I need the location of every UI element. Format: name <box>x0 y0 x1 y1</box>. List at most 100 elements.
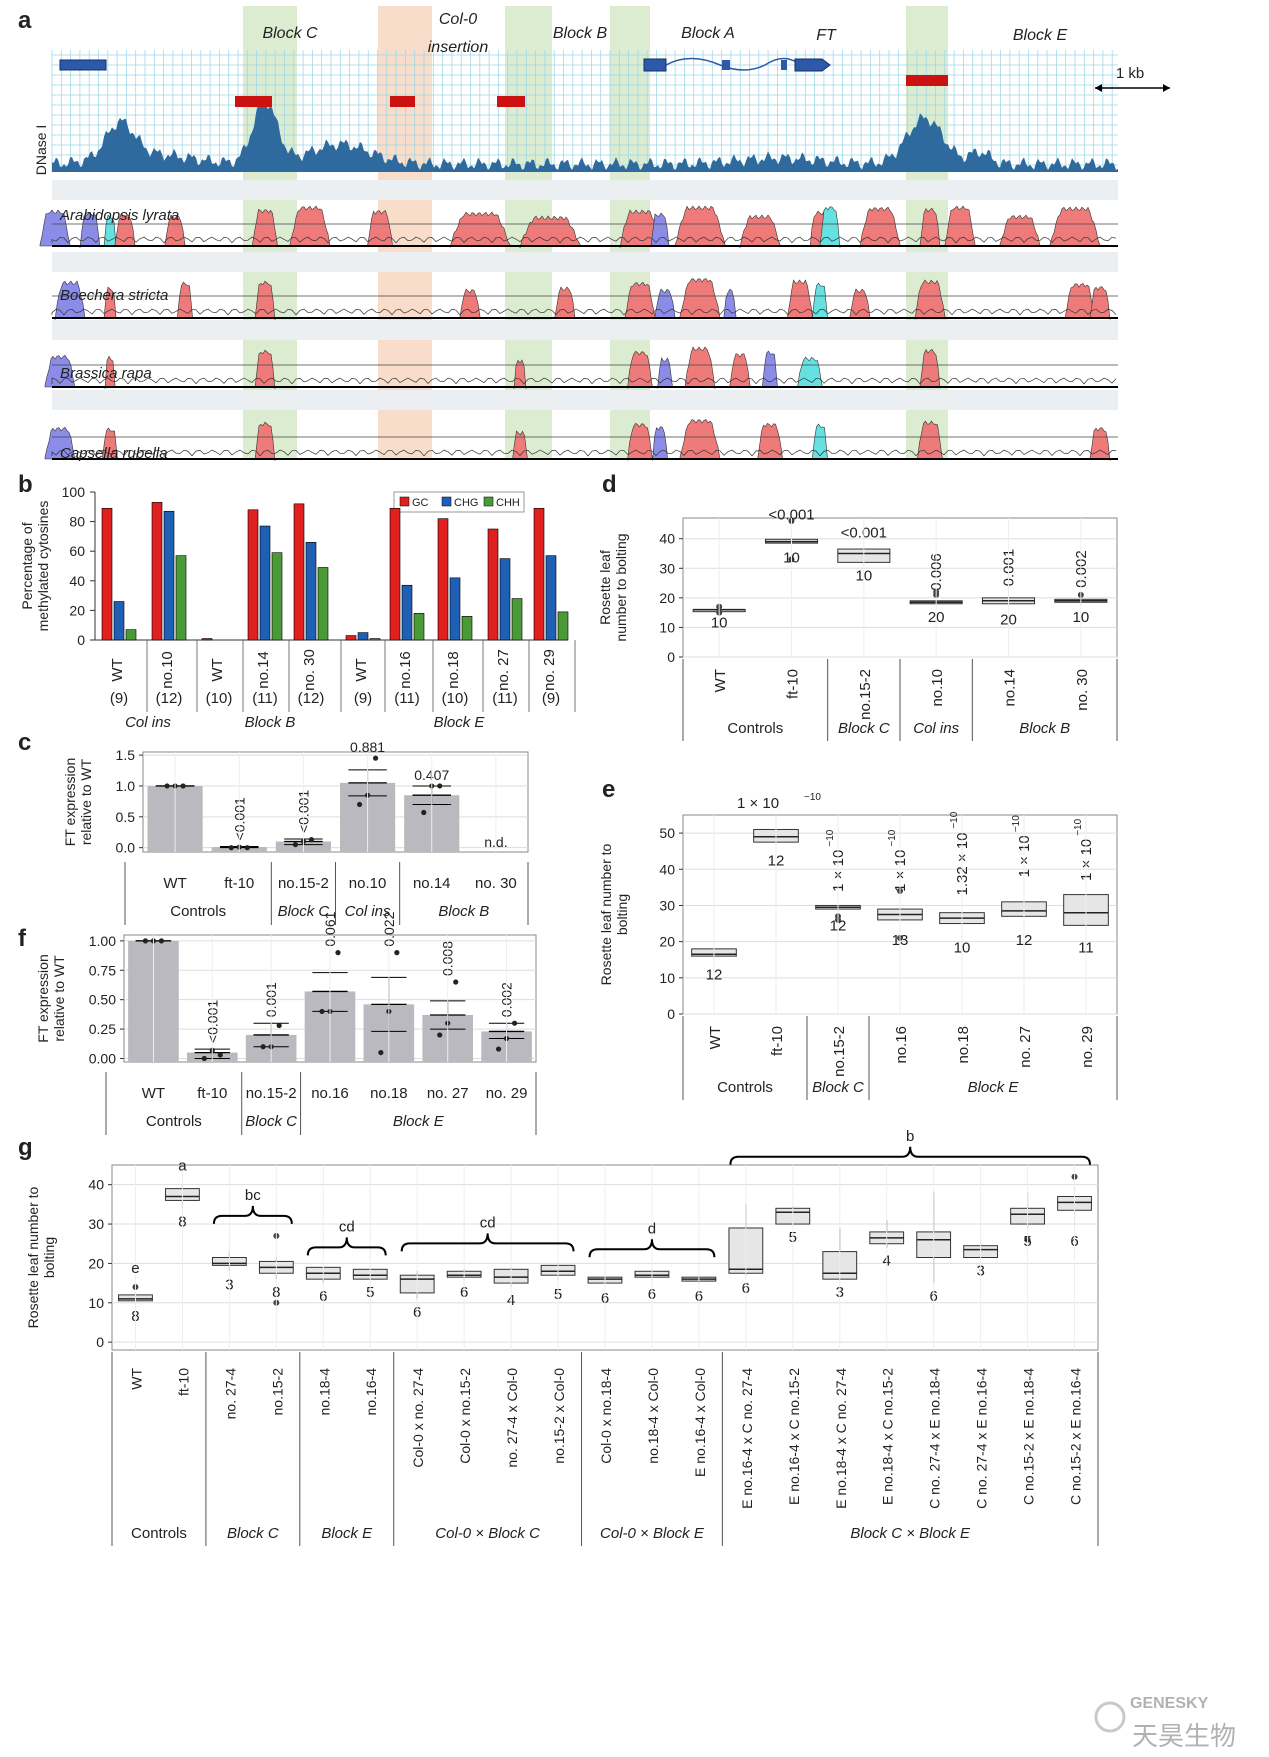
conservation-peak <box>54 280 86 321</box>
p-value-exponent: −10 <box>1073 818 1084 835</box>
y-axis-label: bolting <box>614 894 630 935</box>
x-label: no.15-2 <box>857 669 874 720</box>
group-label: Block E <box>393 1113 445 1130</box>
conservation-peak <box>177 281 193 319</box>
conservation-peak <box>723 288 737 319</box>
conservation-track-4 <box>44 390 1118 462</box>
block-marker <box>390 96 415 107</box>
conservation-peak <box>459 288 481 319</box>
conservation-tracks <box>39 180 1118 462</box>
data-point <box>372 755 379 761</box>
data-point <box>228 845 234 851</box>
y-tick-label: 10 <box>88 1295 104 1311</box>
y-axis-label: relative to WT <box>51 955 67 1042</box>
panel_c-label: c <box>18 729 31 756</box>
ft-exon-2 <box>722 60 730 70</box>
y-tick-label: 40 <box>69 573 85 589</box>
data-point <box>335 950 341 956</box>
conservation-trace <box>51 308 1117 316</box>
x-label: WT <box>128 1368 144 1390</box>
y-tick-label: 50 <box>659 825 675 841</box>
x-label: Col-0 x no.18-4 <box>598 1368 614 1464</box>
panel_d-label: d <box>602 471 617 498</box>
x-label: C no.15-2 x E no.16-4 <box>1068 1368 1084 1505</box>
p-value: 0.022 <box>381 911 397 946</box>
group-label: Block E <box>321 1525 373 1542</box>
data-point <box>217 1052 223 1058</box>
data-point <box>453 979 459 985</box>
panel_g-label: g <box>18 1134 33 1161</box>
species-label-4: Capsella rubella <box>60 445 168 462</box>
group-label: Block B <box>245 714 296 731</box>
x-label: ft-10 <box>785 669 802 699</box>
bar-group-no.16 <box>389 507 425 641</box>
data-point <box>378 1049 384 1056</box>
plot-area <box>142 751 529 853</box>
conservation-peak <box>679 278 721 320</box>
group-label: Col ins <box>345 903 391 920</box>
conservation-peak <box>944 205 976 247</box>
bar-chh <box>125 629 137 641</box>
conservation-peak <box>859 206 901 248</box>
x-label: no.10 <box>349 875 387 892</box>
x-label: no. 30 <box>301 649 318 691</box>
p-value-exponent: −10 <box>887 829 898 846</box>
group-label: Block C × Block E <box>850 1525 971 1542</box>
n-label: (11) <box>394 690 420 707</box>
y-axis-label: FT expression <box>62 758 78 846</box>
bar-chh <box>175 555 187 641</box>
track-header-band <box>52 390 1118 410</box>
label-block-c: Block C <box>262 25 318 42</box>
y-tick-label: 0.5 <box>116 809 136 825</box>
n-label: (10) <box>442 690 469 707</box>
bar-gc <box>487 528 499 641</box>
conservation-track-3 <box>44 320 1118 390</box>
species-label-1: Arabidopsis lyrata <box>59 207 179 224</box>
y-axis-label: FT expression <box>35 954 51 1042</box>
conservation-peak <box>679 419 721 461</box>
legend-label-chh: CHH <box>496 497 520 509</box>
x-label: no. 29 <box>1079 1026 1096 1068</box>
bar-gc <box>201 638 213 641</box>
ft-exon-4 <box>794 58 831 72</box>
dnase-track-label: DNase I <box>33 125 49 176</box>
conservation-peak <box>114 213 136 247</box>
y-tick-label: 0.75 <box>89 962 116 978</box>
bar-chg <box>113 601 125 641</box>
data-point <box>201 1055 207 1062</box>
data-point <box>511 1020 518 1026</box>
p-value: 0.881 <box>350 739 385 755</box>
dnase-signal <box>52 99 1118 172</box>
x-label: E no.18-4 x C no.15-2 <box>880 1368 896 1505</box>
panel-b-methylation-chart: b Percentage of methylated cytosines 0 20 40 6… <box>18 471 576 731</box>
x-label: ft-10 <box>175 1368 191 1396</box>
conservation-peak <box>627 350 653 389</box>
conservation-peak <box>739 214 781 249</box>
p-value-exponent: −10 <box>949 811 960 828</box>
p-value: 0.061 <box>322 911 338 946</box>
x-label: no. 27-4 x Col-0 <box>504 1368 520 1468</box>
x-label: no. 29 <box>486 1085 528 1102</box>
y-tick-label: 0 <box>667 649 675 665</box>
group-label: Controls <box>131 1525 187 1542</box>
panel-a-genome-browser: a Block C Col-0 insertion Block B Block … <box>18 6 1170 462</box>
p-value-exponent: −10 <box>825 829 836 846</box>
x-label: no. 27 <box>427 1085 469 1102</box>
significance-letter: d <box>648 1220 656 1237</box>
bar-gc <box>533 507 545 641</box>
panel-a-label: a <box>18 7 32 34</box>
y-axis-label: Rosette leaf number to <box>25 1186 41 1328</box>
data-point <box>142 938 149 944</box>
data-point <box>308 837 315 843</box>
legend-swatch-chh <box>483 496 494 507</box>
conservation-trace <box>51 449 1117 457</box>
bar-gc <box>437 518 449 641</box>
panel-b-label: b <box>18 471 33 498</box>
scale-label: 1 kb <box>1116 65 1144 82</box>
bar-group-WT <box>345 632 381 641</box>
bar-group-no. 30 <box>293 503 329 641</box>
x-label: no.18 <box>955 1026 972 1064</box>
conservation-peak <box>797 356 823 388</box>
x-label: no.15-2 <box>278 875 329 892</box>
